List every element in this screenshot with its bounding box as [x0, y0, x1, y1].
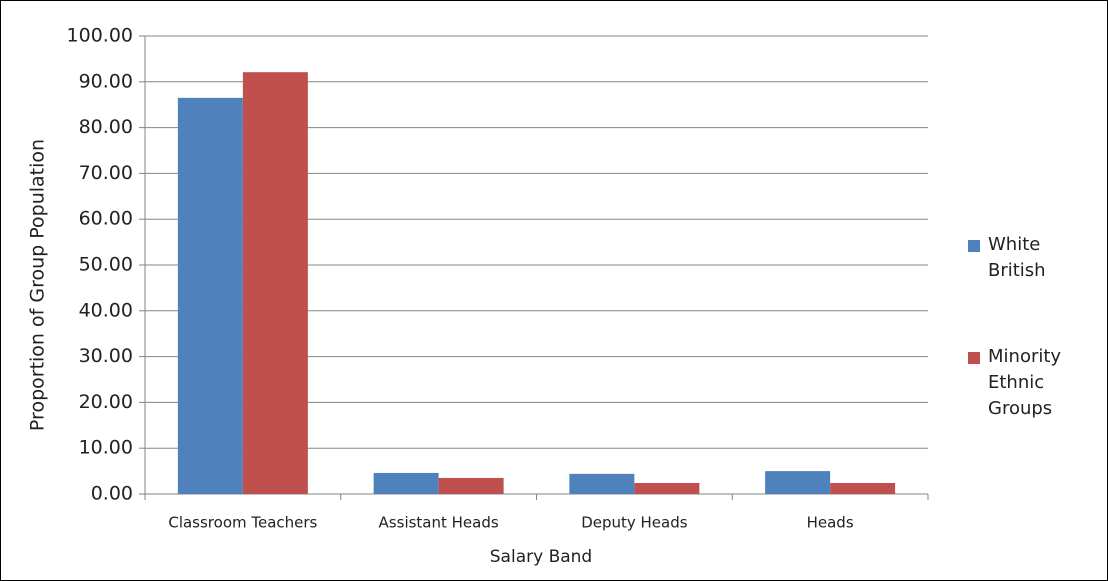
- y-tick-label: 20.00: [79, 391, 133, 413]
- y-tick-label: 90.00: [79, 70, 133, 92]
- bar: [569, 473, 635, 494]
- y-tick-label: 30.00: [79, 345, 133, 367]
- legend-swatch: [968, 240, 980, 252]
- bar: [373, 472, 439, 494]
- y-tick-label: 40.00: [79, 299, 133, 321]
- x-tick-label: Deputy Heads: [581, 514, 688, 532]
- legend-item: White British: [968, 232, 1098, 284]
- legend-label: Minority Ethnic Groups: [988, 346, 1062, 419]
- x-tick-label: Classroom Teachers: [168, 514, 317, 532]
- y-tick-label: 70.00: [79, 162, 133, 184]
- y-axis-title: Proportion of Group Population: [27, 139, 49, 431]
- x-axis-title: Salary Band: [490, 547, 592, 567]
- y-tick-label: 60.00: [79, 208, 133, 230]
- bar: [177, 97, 243, 494]
- bar: [830, 483, 896, 494]
- x-tick-label: Assistant Heads: [379, 514, 499, 532]
- legend-label: White British: [988, 234, 1046, 281]
- y-tick-label: 80.00: [79, 116, 133, 138]
- bar: [242, 72, 308, 494]
- bar: [634, 483, 700, 494]
- legend-item: Minority Ethnic Groups: [968, 344, 1098, 422]
- bar: [438, 477, 504, 494]
- legend-swatch: [968, 352, 980, 364]
- y-tick-label: 0.00: [91, 483, 133, 505]
- x-tick-label: Heads: [807, 514, 854, 532]
- y-tick-label: 10.00: [79, 437, 133, 459]
- bar: [765, 471, 831, 494]
- y-tick-label: 100.00: [67, 25, 133, 47]
- y-tick-label: 50.00: [79, 254, 133, 276]
